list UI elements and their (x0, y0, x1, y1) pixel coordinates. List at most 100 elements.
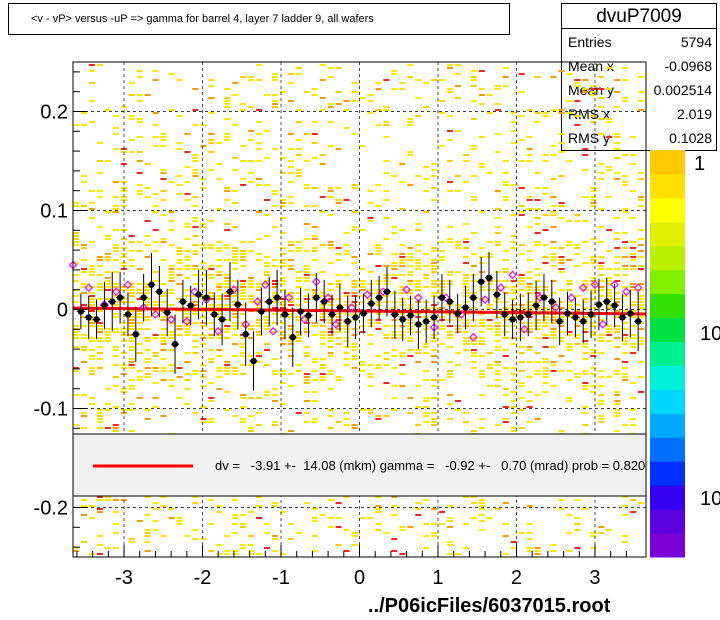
heatmap-cell (311, 391, 318, 393)
heatmap-cell (112, 346, 119, 348)
heatmap-cell (192, 334, 199, 336)
heatmap-cell (463, 274, 469, 276)
heatmap-cell (279, 262, 286, 264)
heatmap-cell (574, 100, 581, 102)
profile-point (305, 312, 312, 319)
heatmap-cell (582, 79, 589, 81)
heatmap-cell (463, 325, 469, 327)
heatmap-cell (367, 385, 374, 387)
heatmap-cell (534, 301, 541, 303)
heatmap-cell (272, 190, 278, 192)
heatmap-cell (407, 118, 414, 120)
heatmap-cell (622, 505, 629, 507)
heatmap-cell (279, 382, 286, 384)
heatmap-cell (367, 253, 374, 255)
heatmap-cell (240, 286, 247, 288)
heatmap-cell (542, 244, 549, 246)
heatmap-cell (614, 391, 621, 393)
heatmap-cell (566, 241, 573, 243)
open-point (598, 320, 608, 329)
heatmap-cell (455, 73, 461, 75)
heatmap-cell (638, 502, 644, 504)
heatmap-cell (224, 274, 231, 276)
heatmap-cell (327, 346, 334, 348)
heatmap-cell (574, 337, 581, 339)
heatmap-cell (136, 316, 143, 318)
heatmap-cell (184, 373, 191, 375)
heatmap-cell (128, 310, 135, 312)
heatmap-cell (279, 280, 286, 282)
heatmap-cell (295, 304, 302, 306)
heatmap-cell (534, 550, 541, 552)
heatmap-cell (494, 361, 501, 363)
heatmap-cell (319, 97, 326, 99)
heatmap-cell (351, 532, 358, 534)
heatmap-cell (311, 250, 318, 252)
heatmap-cell (367, 364, 374, 366)
heatmap-cell (478, 514, 485, 516)
heatmap-cell (184, 268, 191, 270)
heatmap-cell (160, 340, 167, 342)
heatmap-cell (240, 283, 247, 285)
heatmap-cell (144, 244, 151, 246)
heatmap-cell (502, 181, 509, 183)
heatmap-cell (200, 244, 207, 246)
heatmap-cell (311, 289, 318, 291)
heatmap-cell (590, 334, 597, 336)
profile-point (289, 334, 296, 341)
heatmap-cell (526, 523, 533, 525)
heatmap-cell (638, 361, 644, 363)
heatmap-cell (295, 370, 302, 372)
heatmap-cell (319, 79, 326, 81)
heatmap-cell (518, 331, 525, 333)
heatmap-cell (439, 145, 446, 147)
heatmap-cell (431, 355, 438, 357)
heatmap-cell (208, 79, 215, 81)
heatmap-cell (311, 238, 318, 240)
heatmap-cell (96, 256, 103, 258)
heatmap-cell (622, 535, 629, 537)
heatmap-cell (518, 244, 525, 246)
heatmap-cell (415, 115, 422, 117)
heatmap-cell (582, 358, 589, 360)
heatmap-cell (431, 532, 438, 534)
heatmap-cell (542, 229, 549, 231)
heatmap-cell (192, 172, 199, 174)
heatmap-cell (295, 337, 302, 339)
heatmap-cell (375, 319, 382, 321)
heatmap-cell (478, 94, 485, 96)
heatmap-cell (582, 316, 589, 318)
heatmap-cell (81, 268, 87, 270)
heatmap-cell (431, 349, 438, 351)
heatmap-cell (558, 205, 565, 207)
heatmap-cell (224, 244, 231, 246)
heatmap-cell (614, 403, 621, 405)
heatmap-cell (279, 202, 286, 204)
heatmap-cell (542, 382, 549, 384)
heatmap-cell (502, 349, 509, 351)
heatmap-cell (144, 340, 151, 342)
heatmap-cell (295, 286, 302, 288)
heatmap-cell (502, 76, 509, 78)
heatmap-cell (550, 211, 557, 213)
heatmap-cell (88, 304, 95, 306)
heatmap-cell (256, 517, 262, 519)
heatmap-cell (359, 517, 366, 519)
heatmap-cell (630, 334, 637, 336)
heatmap-cell (192, 157, 199, 159)
heatmap-cell (104, 211, 111, 213)
heatmap-cell (463, 277, 469, 279)
heatmap-cell (439, 100, 446, 102)
heatmap-cell (168, 274, 175, 276)
heatmap-cell (614, 316, 621, 318)
heatmap-cell (606, 529, 613, 531)
heatmap-cell (192, 205, 199, 207)
heatmap-cell (630, 418, 637, 420)
heatmap-cell (383, 352, 390, 354)
heatmap-cell (478, 376, 485, 378)
heatmap-cell (232, 373, 239, 375)
heatmap-cell (614, 328, 621, 330)
heatmap-cell (240, 514, 247, 516)
heatmap-cell (590, 91, 597, 93)
heatmap-cell (606, 307, 613, 309)
